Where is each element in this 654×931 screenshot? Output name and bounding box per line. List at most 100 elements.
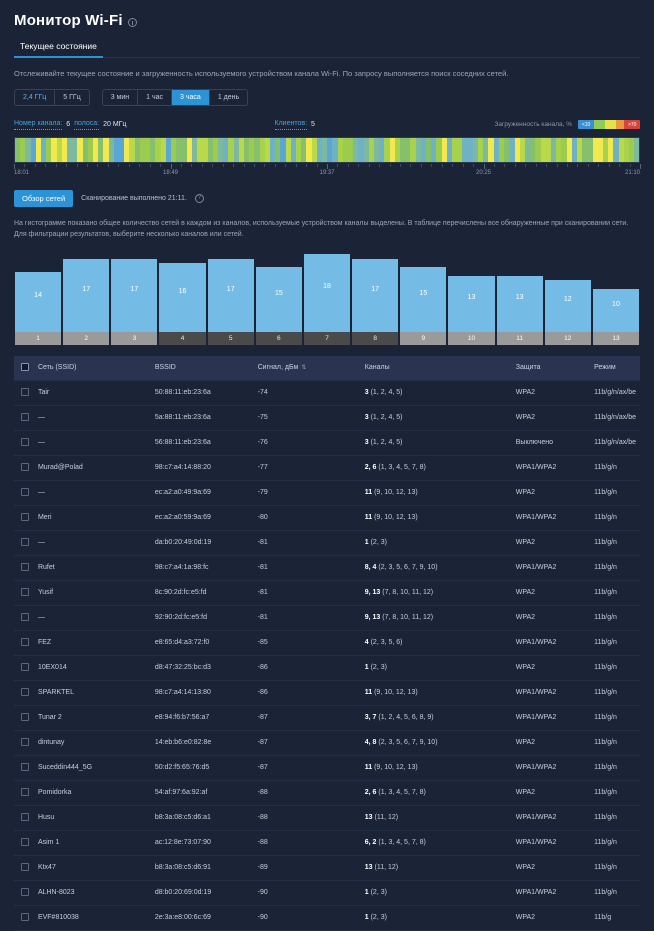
histogram-column[interactable]: 18 7	[302, 250, 352, 345]
table-row[interactable]: Pomidorka 54:af:97:6a:92:af -88 2, 6 (1, 3,…	[14, 780, 640, 806]
table-row[interactable]: dintunay 14:eb:b6:e0:82:8e -87 4, 8 (2, 3, …	[14, 730, 640, 756]
row-checkbox[interactable]	[21, 612, 29, 621]
period-option-3min[interactable]: 3 мин	[103, 90, 139, 106]
row-select-cell[interactable]	[14, 730, 34, 756]
histogram-column[interactable]: 13 10	[447, 250, 496, 345]
table-row[interactable]: Tair 50:88:11:eb:23:6a -74 3 (1, 2, 4, 5) WP…	[14, 379, 640, 406]
row-select-cell[interactable]	[14, 830, 34, 856]
histogram-column[interactable]: 17 3	[110, 250, 159, 345]
row-checkbox[interactable]	[21, 862, 29, 871]
row-select-cell[interactable]	[14, 505, 34, 531]
column-header-mode[interactable]: Режим	[590, 355, 640, 381]
table-row[interactable]: EVF#810038 2e:3a:e8:00:6c:69 -90 1 (2, 3) WP…	[14, 905, 640, 931]
row-checkbox[interactable]	[21, 662, 29, 671]
histogram-channel-label[interactable]: 10	[447, 331, 496, 345]
row-checkbox[interactable]	[21, 837, 29, 846]
table-row[interactable]: —5a:88:11:eb:23:6a -75 3 (1, 2, 4, 5) WPA2 1…	[14, 405, 640, 431]
row-select-cell[interactable]	[14, 530, 34, 556]
row-select-cell[interactable]	[14, 605, 34, 631]
histogram-bar[interactable]: 10	[591, 288, 641, 332]
table-row[interactable]: Rufet 98:c7:a4:1a:98:fc -81 8, 4 (2, 3, 5, …	[14, 555, 640, 581]
row-select-cell[interactable]	[14, 580, 34, 606]
table-row[interactable]: —56:88:11:eb:23:6a -76 3 (1, 2, 4, 5) Выклю…	[14, 430, 640, 456]
histogram-column[interactable]: 15 9	[399, 250, 448, 345]
row-select-cell[interactable]	[14, 655, 34, 681]
table-row[interactable]: Meri ec:a2:a0:59:9a:69 -80 11 (9, 10, 12, 1…	[14, 505, 640, 531]
row-checkbox[interactable]	[21, 687, 29, 696]
row-select-cell[interactable]	[14, 405, 34, 431]
row-checkbox[interactable]	[21, 537, 29, 546]
waterfall-strip[interactable]	[14, 136, 640, 163]
histogram-channel-label[interactable]: 11	[495, 331, 544, 345]
histogram-channel-label[interactable]: 13	[591, 331, 641, 345]
row-checkbox[interactable]	[21, 912, 29, 921]
histogram-bar[interactable]: 17	[351, 258, 400, 332]
row-checkbox[interactable]	[21, 812, 29, 821]
column-header-ssid[interactable]: Сеть (SSID)	[33, 355, 151, 381]
histogram-bar[interactable]: 17	[110, 258, 159, 332]
histogram-channel-label[interactable]: 1	[14, 331, 63, 345]
period-option-1hour[interactable]: 1 час	[138, 90, 173, 106]
histogram-bar[interactable]: 18	[302, 253, 352, 332]
row-select-cell[interactable]	[14, 880, 34, 906]
table-row[interactable]: — da:b0:20:49:0d:19 -81 1 (2, 3) WPA2 11b/g/n	[14, 530, 640, 556]
row-checkbox[interactable]	[21, 712, 29, 721]
table-row[interactable]: — ec:a2:a0:49:9a:69 -79 11 (9, 10, 12, 13) W…	[14, 480, 640, 506]
row-select-cell[interactable]	[14, 555, 34, 581]
histogram-bar[interactable]: 17	[206, 258, 255, 332]
row-checkbox[interactable]	[21, 387, 29, 396]
histogram-bar[interactable]: 15	[254, 266, 303, 332]
histogram-column[interactable]: 17 2	[62, 250, 111, 345]
column-header-signal[interactable]: Сигнал, дБм ⇅	[253, 355, 361, 381]
histogram-bar[interactable]: 17	[62, 258, 111, 332]
histogram-column[interactable]: 13 11	[495, 250, 544, 345]
row-checkbox[interactable]	[21, 787, 29, 796]
histogram-column[interactable]: 17 5	[206, 250, 255, 345]
info-icon[interactable]	[127, 18, 137, 27]
histogram-bar[interactable]: 12	[543, 279, 592, 332]
histogram-channel-label[interactable]: 9	[399, 331, 448, 345]
row-select-cell[interactable]	[14, 480, 34, 506]
row-checkbox[interactable]	[21, 412, 29, 421]
row-checkbox[interactable]	[21, 437, 29, 446]
bandwidth-label[interactable]: полоса:	[74, 120, 100, 130]
histogram-channel-label[interactable]: 8	[351, 331, 400, 345]
clients-label[interactable]: Клиентов:	[274, 120, 308, 130]
histogram-channel-label[interactable]: 4	[158, 331, 207, 345]
period-option-3hours[interactable]: 3 часа	[172, 90, 210, 106]
row-checkbox[interactable]	[21, 487, 29, 496]
row-checkbox[interactable]	[21, 587, 29, 596]
row-select-cell[interactable]	[14, 705, 34, 731]
histogram-channel-label[interactable]: 6	[254, 331, 303, 345]
table-row[interactable]: ALHN-8023 d8:b0:20:69:0d:19 -90 1 (2, 3) WPA…	[14, 880, 640, 906]
row-checkbox[interactable]	[21, 637, 29, 646]
histogram-column[interactable]: 10 13	[591, 250, 641, 345]
row-select-cell[interactable]	[14, 455, 34, 481]
row-checkbox[interactable]	[21, 762, 29, 771]
row-checkbox[interactable]	[21, 562, 29, 571]
histogram-bar[interactable]: 16	[158, 262, 207, 332]
row-select-cell[interactable]	[14, 805, 34, 831]
histogram-column[interactable]: 16 4	[158, 250, 207, 345]
select-all-cell[interactable]	[14, 355, 34, 381]
question-icon[interactable]: ?	[194, 193, 204, 203]
histogram-channel-label[interactable]: 5	[206, 331, 255, 345]
column-header-channels[interactable]: Каналы	[360, 355, 512, 381]
select-all-checkbox[interactable]	[21, 362, 29, 371]
histogram-channel-label[interactable]: 7	[302, 331, 352, 345]
table-row[interactable]: Husu b8:3a:08:c5:d6:a1 -88 13 (11, 12) WPA1/…	[14, 805, 640, 831]
table-row[interactable]: Ktx47 b8:3a:08:c5:d6:91 -89 13 (11, 12) WPA2…	[14, 855, 640, 881]
histogram-bar[interactable]: 13	[447, 275, 496, 332]
table-row[interactable]: Asim 1 ac:12:8e:73:07:90 -88 6, 2 (1, 3, 4,…	[14, 830, 640, 856]
period-option-1day[interactable]: 1 день	[217, 94, 240, 102]
table-row[interactable]: Tunar 2 e8:94:f6:b7:56:a7 -87 3, 7 (1, 2, 4…	[14, 705, 640, 731]
channel-histogram[interactable]: 14 1 17 2 17 3 16 4 17 5 15 6 18 7 17 8 15 9 13 10 13 11 12 12 1…	[14, 250, 641, 345]
waterfall-chart[interactable]: 18:01 18:49 19:37 20:25 21:10	[14, 136, 641, 180]
column-header-bssid[interactable]: BSSID	[150, 355, 254, 381]
row-select-cell[interactable]	[14, 905, 34, 931]
histogram-bar[interactable]: 13	[495, 275, 544, 332]
table-row[interactable]: —92:90:2d:fc:e5:fd -81 9, 13 (7, 8, 10, 11…	[14, 605, 640, 631]
table-row[interactable]: Murad@Polad 98:c7:a4:14:88:20 -77 2, 6 (1, …	[14, 455, 640, 481]
table-row[interactable]: SPARKTEL 98:c7:a4:14:13:80 -86 11 (9, 10, 1…	[14, 680, 640, 706]
histogram-column[interactable]: 17 8	[351, 250, 400, 345]
